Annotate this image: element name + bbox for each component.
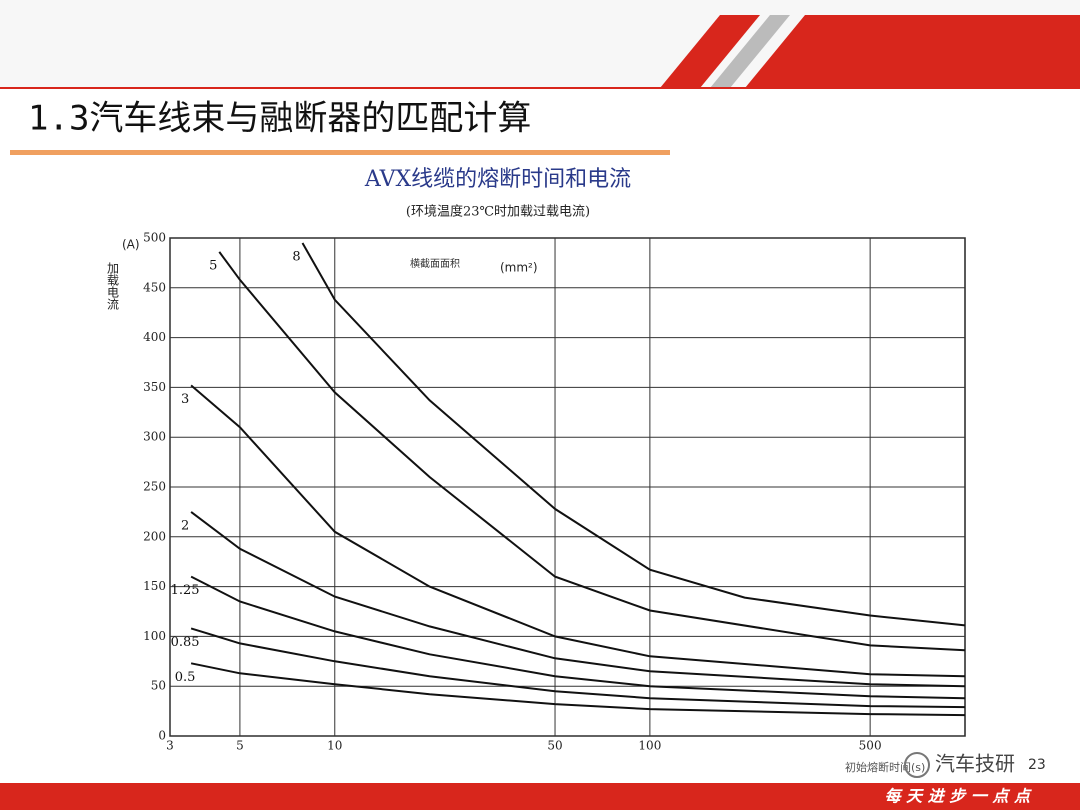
stripe xyxy=(660,15,760,88)
curve xyxy=(190,384,966,678)
watermark: 汽车技研 xyxy=(935,752,1015,776)
y-tick-label: 200 xyxy=(143,529,166,543)
curve-label: 1.25 xyxy=(171,583,200,598)
chart-subtitle: (环境温度23℃时加载过载电流) xyxy=(406,204,590,220)
curve xyxy=(190,662,966,717)
curve-label: 5 xyxy=(209,258,217,273)
x-label: 初始熔断时间(s) xyxy=(845,760,925,774)
watermark-icon xyxy=(904,752,930,778)
curve-label: 0.5 xyxy=(175,670,196,685)
y-tick-label: 100 xyxy=(143,629,166,643)
x-tick-label: 3 xyxy=(166,739,174,753)
y-tick-label: 300 xyxy=(143,430,166,444)
y-tick-label: 400 xyxy=(143,330,166,344)
footer-text: 每 天 进 步 一 点 点 xyxy=(885,787,1032,806)
footer-bar xyxy=(0,783,1080,810)
curve-label: 2 xyxy=(181,518,189,533)
y-tick-label: 250 xyxy=(143,480,166,494)
x-tick-label: 100 xyxy=(638,739,661,753)
y-tick-label: 50 xyxy=(151,679,166,693)
y-tick-label: 150 xyxy=(143,579,166,593)
curve-label: 3 xyxy=(181,392,189,407)
y-label: 加载电流 xyxy=(106,262,120,310)
slide-title: 1.3汽车线束与融断器的匹配计算 xyxy=(28,99,531,139)
annotation-unit: (mm²) xyxy=(500,261,538,275)
curve-label: 8 xyxy=(292,249,300,264)
curve xyxy=(190,511,966,688)
y-tick-label: 0 xyxy=(158,729,166,743)
annotation: 横截面面积 xyxy=(410,257,460,270)
x-tick-label: 500 xyxy=(859,739,882,753)
curve xyxy=(190,627,966,709)
x-tick-label: 50 xyxy=(547,739,562,753)
y-tick-label: 500 xyxy=(143,231,166,245)
curve xyxy=(190,575,966,700)
chart-title: AVX线缆的熔断时间和电流 xyxy=(364,167,631,192)
x-tick-label: 10 xyxy=(327,739,342,753)
y-unit: (A) xyxy=(122,238,140,252)
curve xyxy=(301,242,966,627)
curve-label: 0.85 xyxy=(171,635,200,650)
y-tick-label: 350 xyxy=(143,380,166,394)
x-tick-label: 5 xyxy=(236,739,244,753)
curve xyxy=(218,251,966,652)
y-tick-label: 450 xyxy=(143,280,166,294)
page-number: 23 xyxy=(1028,757,1046,773)
stripe xyxy=(710,15,790,88)
stripe xyxy=(745,15,1080,88)
title-underline xyxy=(10,150,670,155)
